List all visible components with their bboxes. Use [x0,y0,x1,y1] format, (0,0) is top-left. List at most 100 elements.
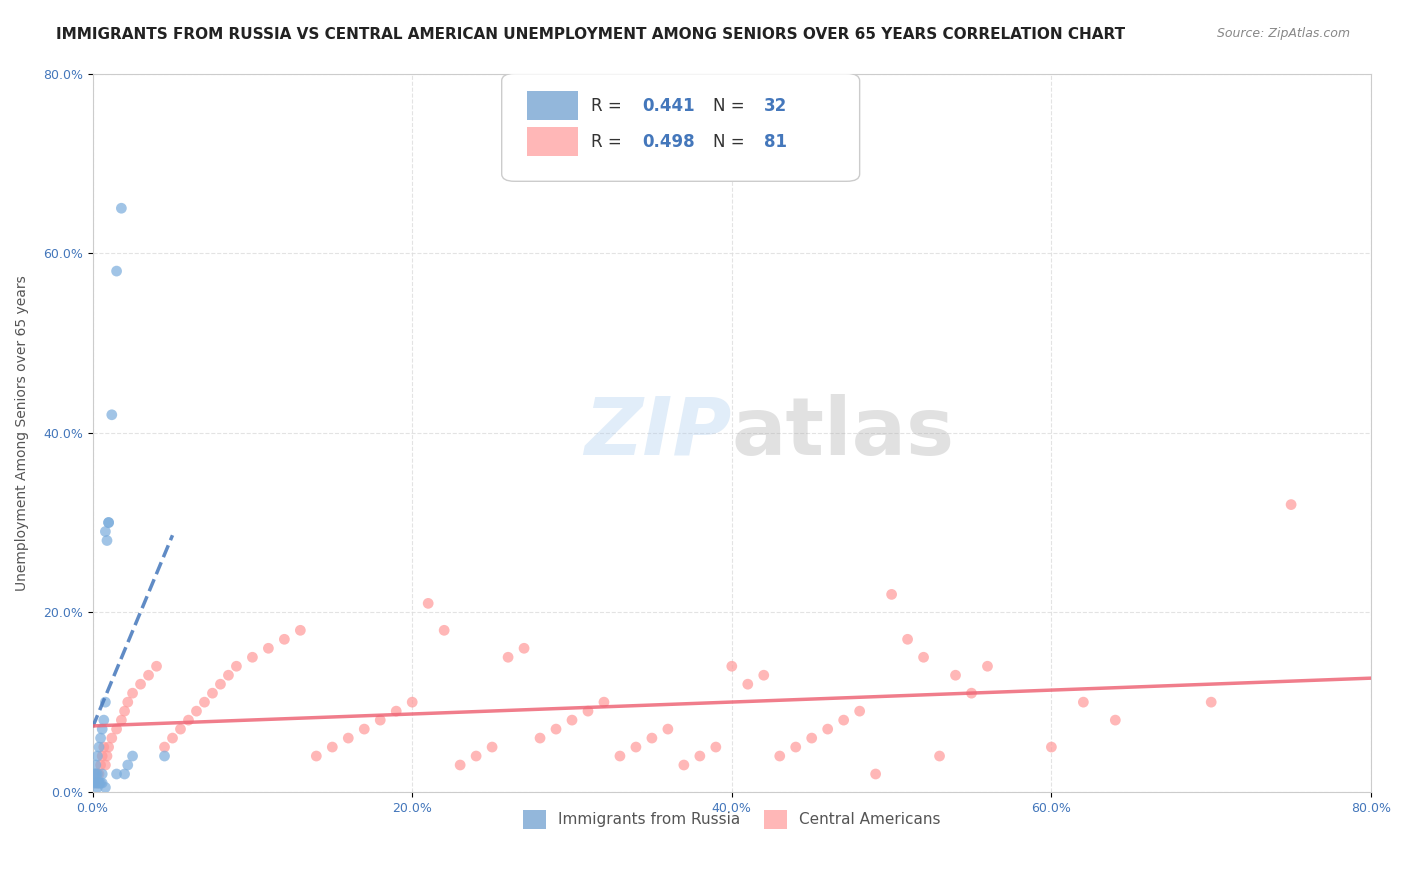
FancyBboxPatch shape [527,128,578,156]
Point [865,767,887,781]
Point [912,650,935,665]
Point [87,776,110,790]
Point [91,776,114,790]
Point [96,749,118,764]
Text: ZIP: ZIP [585,393,731,472]
Point [848,704,870,718]
Point [94,758,117,772]
Point [162,731,184,745]
Point [121,686,143,700]
Point [689,749,711,764]
Point [593,695,616,709]
Point [1073,695,1095,709]
Point [880,587,903,601]
Text: 32: 32 [763,97,787,115]
Point [544,722,567,736]
Point [209,677,232,691]
Point [769,749,792,764]
Point [145,659,167,673]
Point [1104,713,1126,727]
Text: R =: R = [591,133,627,151]
Point [83,776,105,790]
Point [94,524,117,539]
Point [529,731,551,745]
Text: 81: 81 [763,133,787,151]
Point [129,677,152,691]
Point [86,776,108,790]
Point [84,767,107,781]
Point [114,704,136,718]
Point [832,713,855,727]
Point [177,713,200,727]
Point [105,722,128,736]
Point [91,767,114,781]
Point [353,722,375,736]
Point [561,713,583,727]
Point [657,722,679,736]
Point [94,780,117,795]
Point [720,659,742,673]
Point [305,749,328,764]
Point [110,201,132,215]
Point [153,749,176,764]
Point [193,695,215,709]
Point [817,722,839,736]
Point [90,758,112,772]
Point [93,740,115,755]
Point [785,740,807,755]
Point [153,740,176,755]
Point [138,668,160,682]
Point [576,704,599,718]
Point [609,749,631,764]
Point [101,408,124,422]
Point [117,695,139,709]
Point [368,713,391,727]
FancyBboxPatch shape [502,73,859,181]
Text: IMMIGRANTS FROM RUSSIA VS CENTRAL AMERICAN UNEMPLOYMENT AMONG SENIORS OVER 65 YE: IMMIGRANTS FROM RUSSIA VS CENTRAL AMERIC… [56,27,1125,42]
Point [225,659,247,673]
Point [449,758,471,772]
Point [737,677,759,691]
Point [91,749,114,764]
Point [1279,498,1302,512]
Point [84,776,107,790]
Point [418,596,440,610]
Text: Source: ZipAtlas.com: Source: ZipAtlas.com [1216,27,1350,40]
Point [242,650,264,665]
Point [513,641,536,656]
Point [87,776,110,790]
Point [273,632,295,647]
Point [86,767,108,781]
Point [433,624,456,638]
Point [704,740,727,755]
Point [86,749,108,764]
Text: N =: N = [713,133,749,151]
Point [87,767,110,781]
Point [93,713,115,727]
Text: 0.498: 0.498 [643,133,695,151]
Point [960,686,983,700]
Point [257,641,280,656]
Text: N =: N = [713,97,749,115]
Point [87,740,110,755]
Text: 0.441: 0.441 [643,97,695,115]
Point [752,668,775,682]
Point [1040,740,1063,755]
Point [90,731,112,745]
Point [96,533,118,548]
Point [86,776,108,790]
Point [1199,695,1222,709]
Point [101,731,124,745]
Text: atlas: atlas [731,393,955,472]
Point [800,731,823,745]
Point [672,758,695,772]
Point [97,516,120,530]
Point [105,264,128,278]
Point [465,749,488,764]
Point [337,731,360,745]
Point [186,704,208,718]
Point [86,780,108,795]
Point [217,668,239,682]
Point [97,740,120,755]
Point [117,758,139,772]
